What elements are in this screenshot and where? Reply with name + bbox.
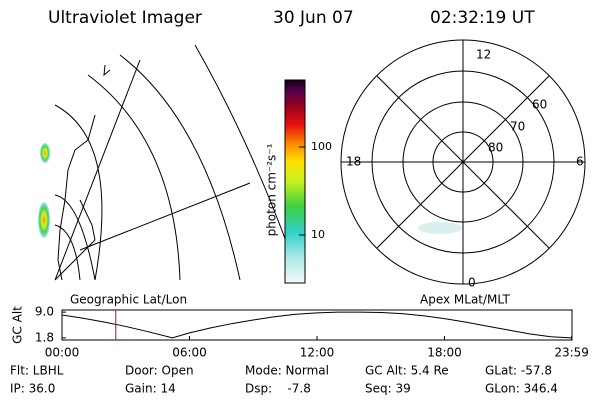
x-tick-label: 06:00 <box>172 346 207 360</box>
status-field: IP: 36.0 <box>10 382 55 396</box>
status-field: Flt: LBHL <box>10 364 64 378</box>
colorbar-label: photon cm⁻²s⁻¹ <box>265 143 279 236</box>
geo-map <box>38 44 462 281</box>
lat-label: 60 <box>532 98 547 112</box>
time: 02:32:19 UT <box>430 8 535 28</box>
date: 30 Jun 07 <box>273 8 354 28</box>
colorbar-tick-label: 100 <box>311 140 332 153</box>
polar-label: Apex MLat/MLT <box>420 293 510 307</box>
mlt-label: 12 <box>476 48 491 62</box>
status-field: Dsp: -7.8 <box>245 382 311 396</box>
mlt-label: 0 <box>468 276 476 290</box>
map-label: Geographic Lat/Lon <box>70 293 187 307</box>
y-tick-label: 1.8 <box>35 330 54 344</box>
lat-label: 80 <box>488 141 503 155</box>
polar-grid <box>340 39 586 285</box>
status-field: Door: Open <box>125 364 194 378</box>
colorbar <box>284 79 306 284</box>
lat-label: 70 <box>510 120 525 134</box>
status-field: GC Alt: 5.4 Re <box>365 364 449 378</box>
y-axis-label: GC Alt <box>11 306 25 344</box>
mlt-label: 18 <box>346 155 361 169</box>
y-tick-label: 9.0 <box>35 305 54 319</box>
status-field: Seq: 39 <box>365 382 411 396</box>
colorbar-tick-label: 10 <box>311 228 325 241</box>
status-field: Mode: Normal <box>245 364 329 378</box>
x-tick-label: 00:00 <box>45 346 80 360</box>
alt-frame <box>61 309 573 341</box>
instrument: Ultraviolet Imager <box>48 8 202 28</box>
x-tick-label: 23:59 <box>554 346 589 360</box>
mlt-label: 6 <box>576 155 584 169</box>
status-field: Gain: 14 <box>125 382 176 396</box>
status-field: GLat: -57.8 <box>485 364 552 378</box>
x-tick-label: 18:00 <box>427 346 462 360</box>
status-field: GLon: 346.4 <box>485 382 558 396</box>
x-tick-label: 12:00 <box>300 346 335 360</box>
alt-line <box>61 311 572 339</box>
